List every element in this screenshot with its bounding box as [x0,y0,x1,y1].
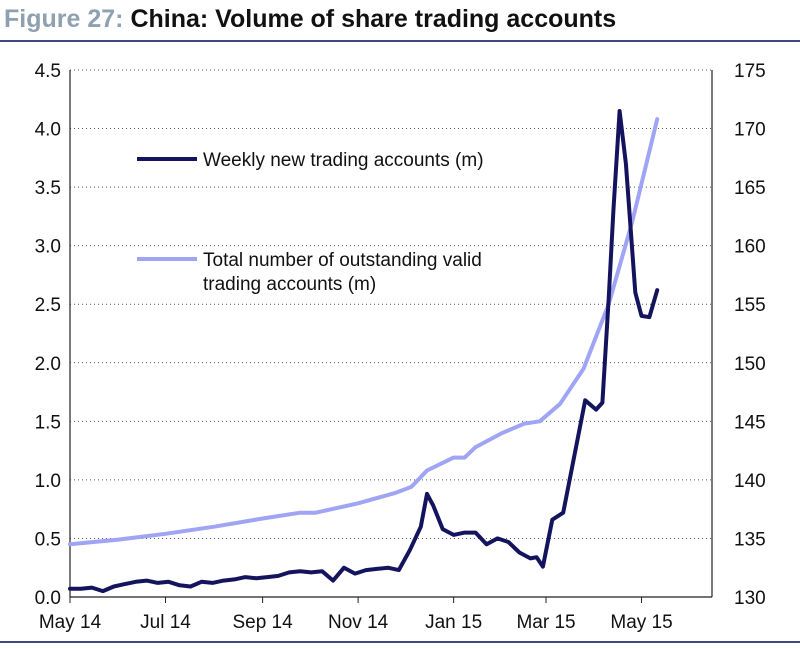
legend-label-total-line1: Total number of outstanding valid [203,250,482,271]
x-tick-label: Mar 15 [516,612,575,633]
y-right-tick-label: 175 [734,61,766,82]
axes: 0.0 130 0.5 135 1.0 140 1.5 145 2.0 150 2.5 155 3.0 1… [35,61,766,633]
x-tick-label: Jul 14 [140,612,191,633]
x-tick-label: Nov 14 [328,612,389,633]
y-right-tick-label: 170 [734,120,766,141]
figure-number: Figure 27: [4,5,124,33]
y-left-tick-label: 2.0 [35,354,61,375]
legend-label-total-line2: trading accounts (m) [203,274,376,295]
y-left-tick-label: 2.5 [35,295,61,316]
y-left-tick-label: 1.5 [35,412,61,433]
series-layer [68,109,660,594]
series-line-total-accounts [68,117,660,547]
figure-title: Figure 27: China: Volume of share tradin… [4,2,616,36]
y-right-tick-label: 165 [734,178,766,199]
y-left-tick-label: 4.5 [35,61,61,82]
legend-label-total: Total number of outstanding valid trading… [203,250,482,295]
grid-lines [70,69,712,539]
bottom-rule [0,641,800,643]
x-tick-label: Jan 15 [425,612,482,633]
y-left-tick-label: 3.0 [35,237,61,258]
y-left-tick-label: 4.0 [35,120,61,141]
y-right-tick-label: 130 [734,588,766,609]
legend: Weekly new trading accounts (m) Total num… [137,150,484,295]
y-left-tick-label: 0.5 [35,529,61,550]
y-right-tick-label: 135 [734,529,766,550]
series-line-weekly-new-accounts [68,109,660,594]
title-rule [0,40,800,42]
y-left-tick-label: 0.0 [35,588,61,609]
y-right-tick-label: 155 [734,295,766,316]
legend-label-weekly: Weekly new trading accounts (m) [203,150,484,171]
y-right-tick-label: 145 [734,412,766,433]
y-left-tick-label: 3.5 [35,178,61,199]
y-right-tick-label: 160 [734,237,766,258]
y-left-tick-label: 1.0 [35,471,61,492]
x-tick-label: Sep 14 [232,612,293,633]
x-tick-label: May 14 [39,612,102,633]
y-right-tick-label: 140 [734,471,766,492]
x-tick-label: May 15 [610,612,672,633]
y-right-tick-label: 150 [734,354,766,375]
chart-title: China: Volume of share trading accounts [130,5,617,33]
